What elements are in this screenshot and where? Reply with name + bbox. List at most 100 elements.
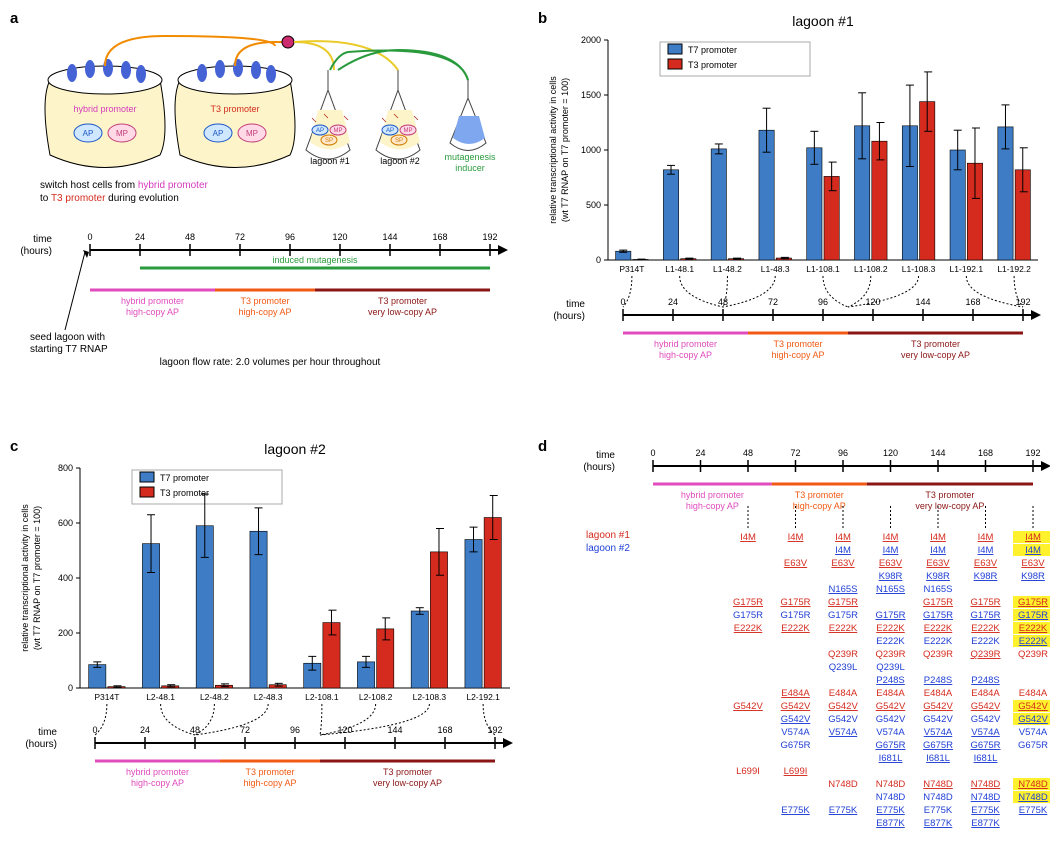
svg-text:I4M: I4M bbox=[978, 532, 994, 543]
svg-text:1500: 1500 bbox=[581, 90, 601, 100]
svg-text:high-copy AP: high-copy AP bbox=[238, 307, 291, 317]
svg-text:24: 24 bbox=[140, 725, 150, 735]
svg-text:hybrid promoter: hybrid promoter bbox=[654, 339, 717, 349]
svg-text:T3 promoter: T3 promoter bbox=[240, 296, 289, 306]
svg-text:relative transcriptional activ: relative transcriptional activity in cel… bbox=[20, 504, 30, 652]
svg-text:very low-copy AP: very low-copy AP bbox=[915, 501, 984, 511]
svg-text:24: 24 bbox=[668, 297, 678, 307]
svg-text:L2-192.1: L2-192.1 bbox=[466, 692, 500, 702]
svg-text:E484A: E484A bbox=[971, 688, 1000, 699]
svg-text:L2-48.3: L2-48.3 bbox=[254, 692, 283, 702]
svg-text:N748D: N748D bbox=[923, 792, 953, 803]
svg-text:high-copy AP: high-copy AP bbox=[771, 350, 824, 360]
svg-text:G542V: G542V bbox=[828, 701, 858, 712]
svg-text:192: 192 bbox=[1025, 448, 1040, 458]
lagoon1-flask: AP MP SP lagoon #1 bbox=[306, 70, 350, 166]
svg-text:N748D: N748D bbox=[1018, 779, 1048, 790]
svg-text:time: time bbox=[38, 727, 57, 738]
svg-text:E222K: E222K bbox=[876, 636, 905, 647]
panel-c-label: c bbox=[10, 438, 18, 455]
svg-text:96: 96 bbox=[838, 448, 848, 458]
svg-text:L1-48.1: L1-48.1 bbox=[665, 264, 694, 274]
svg-text:E484A: E484A bbox=[876, 688, 905, 699]
svg-text:I4M: I4M bbox=[883, 545, 899, 556]
svg-text:G175R: G175R bbox=[733, 610, 763, 621]
svg-text:starting T7 RNAP: starting T7 RNAP bbox=[30, 344, 108, 355]
svg-text:G542V: G542V bbox=[1018, 714, 1048, 725]
svg-text:0: 0 bbox=[92, 725, 97, 735]
svg-text:E775K: E775K bbox=[1019, 805, 1048, 816]
svg-text:L1-48.2: L1-48.2 bbox=[713, 264, 742, 274]
svg-text:72: 72 bbox=[240, 725, 250, 735]
svg-text:P314T: P314T bbox=[94, 692, 119, 702]
svg-text:T3 promoter: T3 promoter bbox=[925, 490, 974, 500]
svg-text:G175R: G175R bbox=[970, 610, 1000, 621]
svg-text:(hours): (hours) bbox=[583, 462, 615, 473]
panel-a-label: a bbox=[10, 10, 18, 27]
svg-text:G675R: G675R bbox=[780, 740, 810, 751]
svg-text:Q239R: Q239R bbox=[828, 649, 858, 660]
svg-text:Q239R: Q239R bbox=[1018, 649, 1048, 660]
svg-text:2000: 2000 bbox=[581, 35, 601, 45]
svg-text:K98R: K98R bbox=[1021, 571, 1045, 582]
svg-text:168: 168 bbox=[965, 297, 980, 307]
svg-text:G675R: G675R bbox=[970, 740, 1000, 751]
svg-text:lagoon #2: lagoon #2 bbox=[264, 441, 326, 457]
svg-text:0: 0 bbox=[650, 448, 655, 458]
panel-c: c lagoon #20200400600800relative transcr… bbox=[10, 438, 530, 858]
svg-text:V574A: V574A bbox=[781, 727, 810, 738]
svg-text:MP: MP bbox=[334, 128, 343, 134]
svg-text:T3 promoter: T3 promoter bbox=[245, 767, 294, 777]
svg-text:168: 168 bbox=[978, 448, 993, 458]
timeline-a: time(hours)024487296120144168192induced … bbox=[20, 232, 508, 317]
svg-text:E877K: E877K bbox=[971, 818, 1000, 829]
svg-text:hybrid promoter: hybrid promoter bbox=[121, 296, 184, 306]
svg-text:SP: SP bbox=[325, 138, 333, 144]
svg-text:hybrid promoter: hybrid promoter bbox=[681, 490, 744, 500]
svg-text:hybrid promoter: hybrid promoter bbox=[126, 767, 189, 777]
svg-text:G175R: G175R bbox=[828, 610, 858, 621]
svg-text:V574A: V574A bbox=[924, 727, 953, 738]
svg-text:high-copy AP: high-copy AP bbox=[659, 350, 712, 360]
svg-text:G542V: G542V bbox=[876, 714, 906, 725]
svg-text:G175R: G175R bbox=[970, 597, 1000, 608]
svg-text:120: 120 bbox=[332, 232, 347, 242]
mutagenesis-flask: mutagenesis inducer bbox=[444, 80, 496, 173]
svg-text:I4M: I4M bbox=[930, 532, 946, 543]
svg-text:G175R: G175R bbox=[923, 597, 953, 608]
svg-text:very low-copy AP: very low-copy AP bbox=[373, 778, 442, 788]
svg-text:G175R: G175R bbox=[780, 597, 810, 608]
svg-text:800: 800 bbox=[58, 463, 73, 473]
svg-text:I4M: I4M bbox=[835, 545, 851, 556]
svg-text:96: 96 bbox=[290, 725, 300, 735]
svg-text:L2-48.2: L2-48.2 bbox=[200, 692, 229, 702]
svg-text:E775K: E775K bbox=[876, 805, 905, 816]
panel-b-label: b bbox=[538, 10, 547, 27]
svg-text:E63V: E63V bbox=[831, 558, 855, 569]
svg-text:L1-48.3: L1-48.3 bbox=[761, 264, 790, 274]
svg-text:192: 192 bbox=[487, 725, 502, 735]
svg-text:48: 48 bbox=[718, 297, 728, 307]
svg-text:G675R: G675R bbox=[923, 740, 953, 751]
svg-text:(wt T7 RNAP on T7 promoter = 1: (wt T7 RNAP on T7 promoter = 100) bbox=[560, 78, 570, 222]
svg-text:E775K: E775K bbox=[924, 805, 953, 816]
svg-text:T7 promoter: T7 promoter bbox=[688, 45, 737, 55]
svg-text:I4M: I4M bbox=[978, 545, 994, 556]
svg-text:AP: AP bbox=[213, 129, 224, 138]
svg-text:E222K: E222K bbox=[1019, 623, 1048, 634]
svg-text:600: 600 bbox=[58, 518, 73, 528]
svg-text:time: time bbox=[596, 450, 615, 461]
svg-text:I681L: I681L bbox=[879, 753, 903, 764]
svg-text:G675R: G675R bbox=[1018, 740, 1048, 751]
svg-text:high-copy AP: high-copy AP bbox=[793, 501, 846, 511]
svg-text:48: 48 bbox=[185, 232, 195, 242]
svg-text:24: 24 bbox=[695, 448, 705, 458]
svg-text:V574A: V574A bbox=[829, 727, 858, 738]
svg-text:N748D: N748D bbox=[971, 792, 1001, 803]
svg-text:N748D: N748D bbox=[1018, 792, 1048, 803]
svg-text:L1-192.2: L1-192.2 bbox=[997, 264, 1031, 274]
svg-text:L1-192.1: L1-192.1 bbox=[950, 264, 984, 274]
svg-text:induced mutagenesis: induced mutagenesis bbox=[272, 255, 358, 265]
svg-text:N748D: N748D bbox=[971, 779, 1001, 790]
svg-text:G175R: G175R bbox=[780, 610, 810, 621]
